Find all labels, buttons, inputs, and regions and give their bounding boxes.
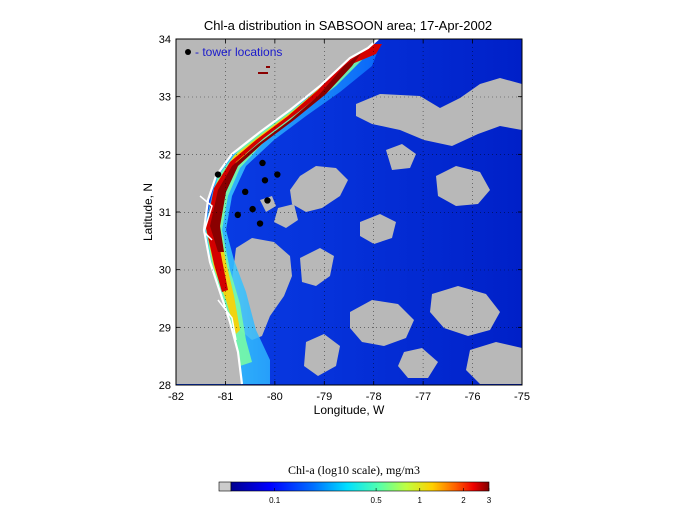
x-tick-label: -80 <box>267 391 283 403</box>
tower-point <box>264 197 271 204</box>
tower-point <box>214 171 222 178</box>
legend-marker-icon <box>185 49 191 55</box>
tower-point <box>256 220 264 227</box>
colorbar-tick-label: 0.5 <box>371 496 383 505</box>
colorbar-tick-label: 1 <box>418 496 423 505</box>
y-axis-label: Latitude, N <box>141 183 155 241</box>
grid-lines <box>176 39 522 385</box>
x-tick-label: -81 <box>217 391 233 403</box>
colorbar-tick-label: 2 <box>461 496 466 505</box>
legend: - tower locations <box>185 45 282 59</box>
y-tick-label: 30 <box>159 265 171 277</box>
tower-point <box>234 211 241 219</box>
y-tick-label: 34 <box>159 34 171 46</box>
x-axis-label: Longitude, W <box>314 403 385 417</box>
y-tick-label: 29 <box>159 322 171 334</box>
x-tick-label: -78 <box>366 391 382 403</box>
colorbar-tick-label: 0.1 <box>269 496 281 505</box>
tower-point <box>274 171 281 178</box>
colorbar-title: Chl-a (log10 scale), mg/m3 <box>288 463 420 477</box>
tower-point <box>261 177 269 184</box>
x-tick-label: -77 <box>415 391 431 403</box>
y-tick-label: 32 <box>159 149 171 161</box>
colorbar-tick-label: 3 <box>487 496 492 505</box>
y-tick-label: 28 <box>159 380 171 392</box>
x-tick-label: -76 <box>465 391 481 403</box>
chart-title: Chl-a distribution in SABSOON area; 17-A… <box>204 18 492 33</box>
x-tick-label: -79 <box>316 391 332 403</box>
colorbar-gradient <box>230 481 490 492</box>
colorbar <box>218 481 490 492</box>
x-tick-label: -82 <box>168 391 184 403</box>
legend-label: - tower locations <box>195 45 282 59</box>
x-axis: -82 -81 -80 -79 -78 -77 -76 -75 <box>168 39 530 403</box>
tower-point <box>242 188 249 196</box>
tower-point <box>259 159 266 167</box>
cloud-patches <box>232 78 522 384</box>
tower-markers <box>214 159 281 227</box>
heatmap-image <box>176 39 522 385</box>
land-area <box>176 39 378 384</box>
tower-point <box>249 205 256 213</box>
x-tick-label: -75 <box>514 391 530 403</box>
colorbar-ticks: 0.1 0.5 1 2 3 <box>269 488 492 505</box>
y-tick-label: 33 <box>159 92 171 104</box>
colorbar-missing-swatch <box>218 481 232 492</box>
y-tick-label: 31 <box>159 207 171 219</box>
y-axis: 28 29 30 31 32 33 34 <box>159 34 522 392</box>
